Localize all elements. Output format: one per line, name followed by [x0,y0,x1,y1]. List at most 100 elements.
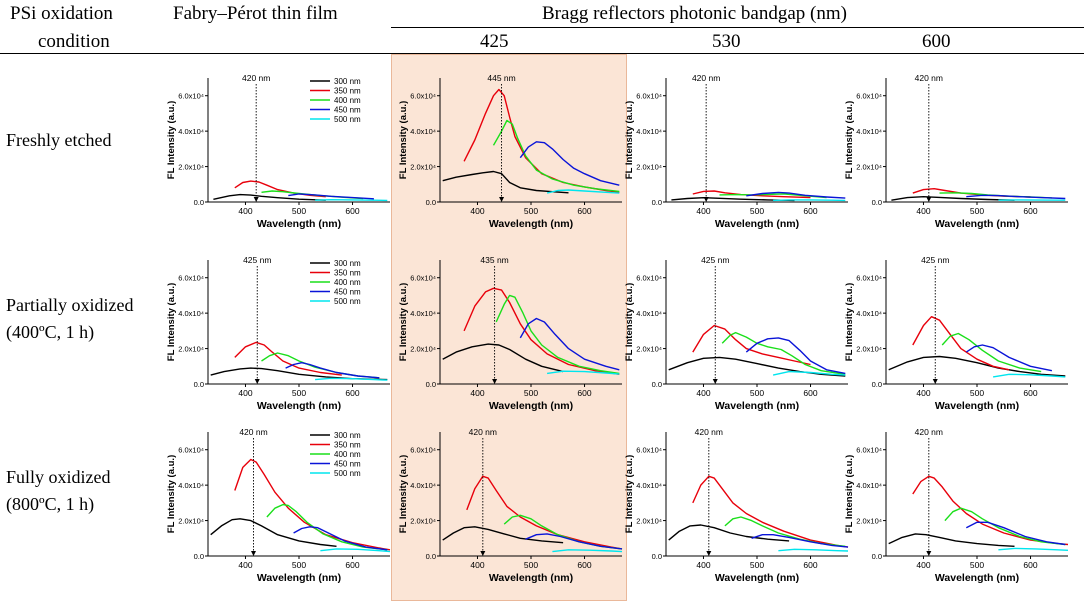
chart-fresh-600: 400 500 600 0.0 2.0x10⁴ 4.0x10⁴ 6.0x10⁴ Wavelen… [844,73,1068,230]
x-tick-label: 400 [238,388,252,398]
y-axis-title: FL Intensity (a.u.) [398,101,409,179]
peak-annotation: 420 nm [915,427,943,437]
chart-partial-530: 400 500 600 0.0 2.0x10⁴ 4.0x10⁴ 6.0x10⁴ Wavelen… [624,255,848,412]
legend-label: 500 nm [334,469,361,478]
x-tick-label: 500 [970,388,984,398]
y-tick-label: 0.0 [872,380,882,389]
series-300-nm [210,367,388,381]
chart-fresh-fp: 400 500 600 0.0 2.0x10⁴ 4.0x10⁴ 6.0x10⁴ Wavelen… [166,73,390,230]
series-450-nm [293,526,388,551]
series-500-nm [773,199,846,202]
series-500-nm [998,547,1069,551]
legend-label: 350 nm [334,441,361,450]
peak-marker-arrow [932,379,938,384]
x-axis-title: Wavelength (nm) [935,572,1019,584]
x-tick-label: 400 [238,206,252,216]
y-tick-label: 4.0x10⁴ [636,481,662,490]
y-tick-label: 4.0x10⁴ [410,127,436,136]
y-tick-label: 6.0x10⁴ [178,92,204,101]
peak-annotation: 420 nm [695,427,723,437]
y-tick-label: 6.0x10⁴ [636,92,662,101]
x-axis-title: Wavelength (nm) [715,218,799,230]
series-300-nm [210,518,337,547]
series-450-nm [745,337,846,375]
series-450-nm [285,361,380,379]
series-450-nm [751,533,849,548]
peak-annotation: 420 nm [469,427,497,437]
header-condition-line2: condition [38,31,110,52]
peak-marker-arrow [926,551,932,556]
legend-label: 450 nm [334,288,361,297]
legend-label: 300 nm [334,431,361,440]
series-350-nm [692,190,811,199]
legend-label: 300 nm [334,77,361,86]
x-tick-label: 500 [292,206,306,216]
y-tick-label: 0.0 [194,198,204,207]
series-350-nm [692,475,849,548]
peak-annotation: 425 nm [701,255,729,265]
x-tick-label: 400 [470,206,484,216]
chart-full-530: 400 500 600 0.0 2.0x10⁴ 4.0x10⁴ 6.0x10⁴ Wavelen… [624,427,849,584]
x-tick-label: 600 [577,560,591,570]
series-350-nm [234,458,391,551]
y-tick-label: 4.0x10⁴ [856,309,882,318]
x-tick-label: 400 [696,560,710,570]
peak-annotation: 420 nm [915,73,943,83]
legend-label: 400 nm [334,278,361,287]
y-tick-label: 2.0x10⁴ [856,345,882,354]
row-label-full-line2: (800ºC, 1 h) [6,494,95,514]
row-label-partial-line2: (400ºC, 1 h) [6,322,95,342]
y-axis-title: FL Intensity (a.u.) [398,455,409,533]
peak-annotation: 420 nm [242,73,270,83]
series-300-nm [668,524,790,542]
y-axis-title: FL Intensity (a.u.) [624,455,635,533]
x-tick-label: 500 [750,206,764,216]
series-300-nm [671,196,795,202]
series-400-nm [721,331,846,375]
header-fp-title: Fabry–Pérot thin film [173,3,338,24]
x-axis-title: Wavelength (nm) [715,400,799,412]
series-450-nm [965,521,1066,546]
header-bragg-title: Bragg reflectors photonic bandgap (nm) [542,3,847,24]
header-condition-line1: PSi oxidation [10,3,113,24]
y-axis-title: FL Intensity (a.u.) [166,283,177,361]
x-axis-title: Wavelength (nm) [489,400,573,412]
y-tick-label: 4.0x10⁴ [856,481,882,490]
series-500-nm [546,189,620,194]
y-tick-label: 4.0x10⁴ [410,309,436,318]
y-axis-title: FL Intensity (a.u.) [844,101,855,179]
x-axis-title: Wavelength (nm) [715,572,799,584]
y-tick-label: 6.0x10⁴ [856,274,882,283]
y-tick-label: 2.0x10⁴ [636,163,662,172]
chart-partial-425: 400 500 600 0.0 2.0x10⁴ 4.0x10⁴ 6.0x10⁴ Wavelen… [398,255,622,412]
y-tick-label: 4.0x10⁴ [178,309,204,318]
chart-full-425: 400 500 600 0.0 2.0x10⁴ 4.0x10⁴ 6.0x10⁴ Wavelen… [398,427,623,584]
legend-label: 300 nm [334,259,361,268]
x-tick-label: 600 [345,388,359,398]
x-tick-label: 600 [1023,388,1037,398]
chart-partial-fp: 400 500 600 0.0 2.0x10⁴ 4.0x10⁴ 6.0x10⁴ Wavelen… [166,255,390,412]
series-450-nm [519,317,620,371]
x-tick-label: 500 [750,388,764,398]
header-rule-bottom [0,53,1084,54]
series-500-nm [320,548,391,553]
y-tick-label: 2.0x10⁴ [636,517,662,526]
y-tick-label: 2.0x10⁴ [178,517,204,526]
series-350-nm [466,475,623,550]
y-tick-label: 2.0x10⁴ [410,345,436,354]
y-tick-label: 4.0x10⁴ [636,127,662,136]
x-tick-label: 400 [916,206,930,216]
peak-marker-arrow [706,551,712,556]
x-tick-label: 400 [470,560,484,570]
y-tick-label: 4.0x10⁴ [178,481,204,490]
y-tick-label: 6.0x10⁴ [178,274,204,283]
y-tick-label: 6.0x10⁴ [410,92,436,101]
x-tick-label: 600 [803,206,817,216]
x-tick-label: 500 [970,560,984,570]
y-tick-label: 4.0x10⁴ [636,309,662,318]
chart-fresh-425: 400 500 600 0.0 2.0x10⁴ 4.0x10⁴ 6.0x10⁴ Wavelen… [398,73,622,230]
y-tick-label: 0.0 [426,198,436,207]
x-tick-label: 600 [345,560,359,570]
x-tick-label: 500 [750,560,764,570]
y-axis-title: FL Intensity (a.u.) [624,101,635,179]
